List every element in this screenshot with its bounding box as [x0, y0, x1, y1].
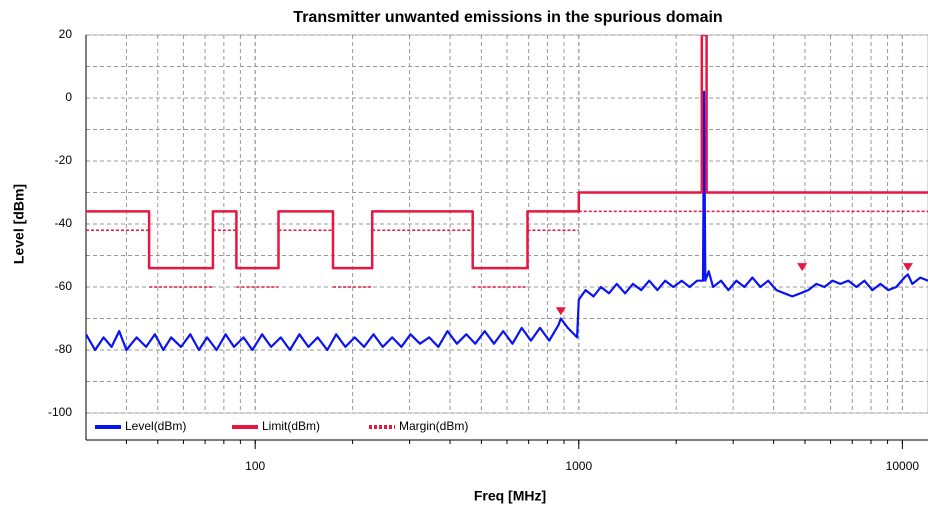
y-axis-label: Level [dBm]: [11, 184, 27, 264]
y-tick-label: -80: [55, 342, 73, 356]
legend-label: Limit(dBm): [262, 419, 320, 433]
chart-title: Transmitter unwanted emissions in the sp…: [293, 9, 722, 26]
y-tick-label: -20: [55, 153, 73, 167]
plot-marks: [86, 35, 928, 352]
x-tick-label: 100: [245, 459, 265, 473]
y-tick-label: 0: [65, 90, 72, 104]
y-tick-label: -100: [48, 405, 72, 419]
peak-marker: [797, 263, 808, 272]
legend-label: Margin(dBm): [399, 419, 468, 433]
y-tick-label: 20: [59, 27, 73, 41]
y-tick-label: -40: [55, 216, 73, 230]
y-tick-label: -60: [55, 279, 73, 293]
legend-label: Level(dBm): [125, 419, 186, 433]
peak-marker: [555, 307, 566, 316]
limit-line: [86, 35, 928, 270]
x-axis-label: Freq [MHz]: [474, 488, 546, 504]
level-trace: [86, 90, 928, 352]
x-tick-label: 10000: [886, 459, 920, 473]
x-tick-label: 1000: [565, 459, 592, 473]
peak-marker: [902, 263, 913, 272]
